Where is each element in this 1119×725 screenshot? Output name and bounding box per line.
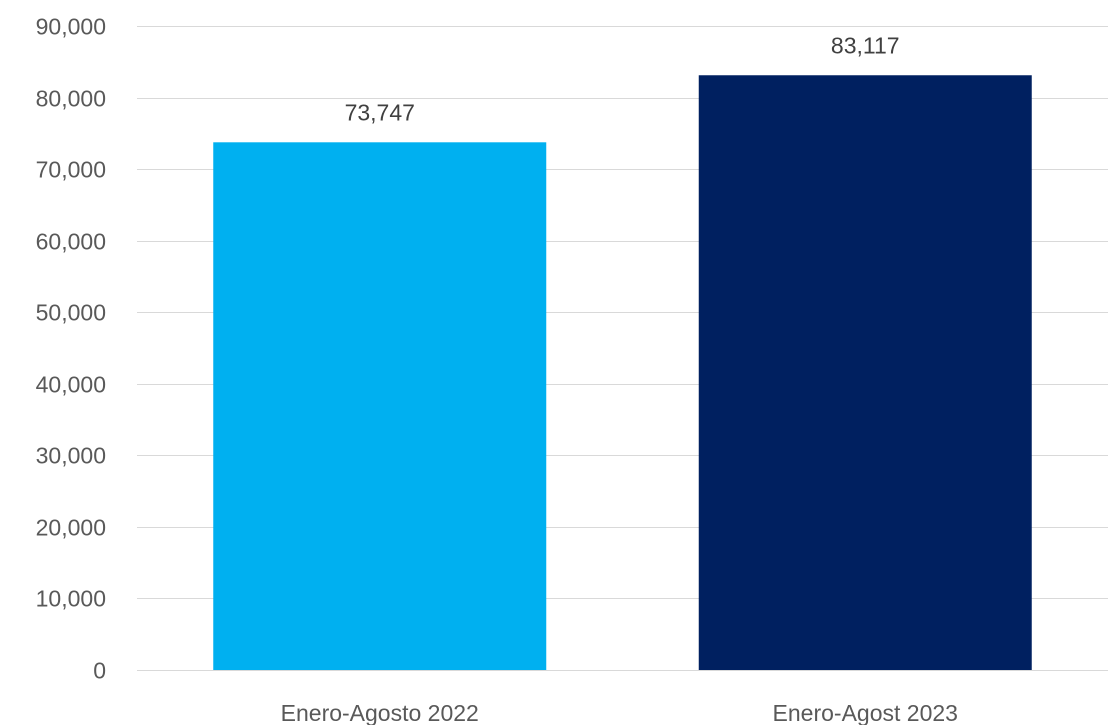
y-tick-label: 50,000 (36, 300, 106, 326)
data-labels: 73,747 83,117 (345, 32, 900, 125)
data-label: 83,117 (831, 32, 900, 58)
y-axis-tick-labels: 0 10,000 20,000 30,000 40,000 50,000 60,000 70,… (36, 14, 106, 684)
y-tick-label: 30,000 (36, 443, 106, 469)
bar (698, 75, 1032, 670)
y-tick-label: 60,000 (36, 229, 106, 255)
x-category-label: Enero-Agosto 2022 (281, 700, 479, 725)
y-tick-label: 40,000 (36, 372, 106, 398)
y-tick-label: 0 (93, 658, 106, 684)
y-tick-label: 80,000 (36, 86, 106, 112)
x-category-label: Enero-Agost 2023 (773, 700, 958, 725)
data-label: 73,747 (345, 99, 415, 125)
x-axis-category-labels: Enero-Agosto 2022 Enero-Agost 2023 (281, 700, 958, 725)
y-tick-label: 90,000 (36, 14, 106, 40)
y-tick-label: 10,000 (36, 586, 106, 612)
y-tick-label: 70,000 (36, 157, 106, 183)
bars (213, 75, 1032, 670)
bar (213, 142, 547, 670)
y-tick-label: 20,000 (36, 515, 106, 541)
